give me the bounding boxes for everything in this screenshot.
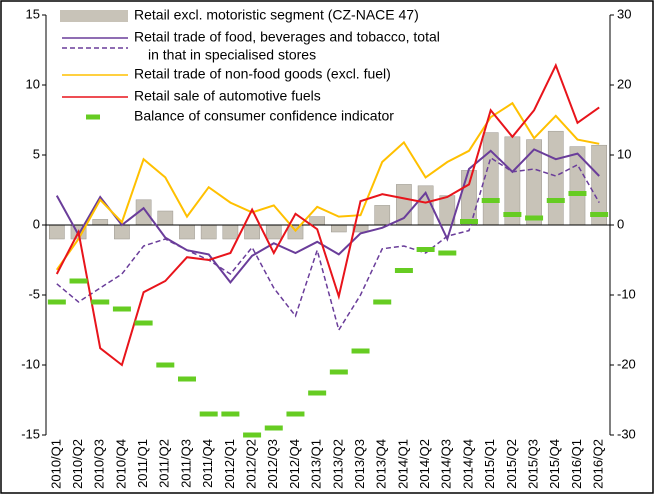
y-tick-label: 15 [26,6,40,21]
series-line [55,101,600,271]
bar [114,224,130,240]
y-tick-label: 10 [26,76,40,91]
x-tick-label: 2012/Q2 [244,439,259,489]
bar [547,130,564,226]
y2-tick-label: -30 [617,426,636,441]
bar [265,224,282,240]
legend-label: in that in specialised stores [148,47,316,63]
y2-tick-label: 30 [617,6,631,21]
y2-tick-label: -10 [617,286,636,301]
legend: Retail excl. motoristic segment (CZ-NACE… [60,7,440,124]
x-tick-label: 2011/Q2 [157,439,172,488]
x-tick-label: 2016/Q2 [591,439,606,489]
y-tick-label: 0 [33,216,40,231]
bar [222,224,239,240]
bar [331,224,347,233]
x-tick-label: 2011/Q3 [178,439,193,488]
x-tick-label: 2013/Q4 [374,439,389,489]
x-tick-label: 2010/Q1 [48,439,63,489]
x-tick-label: 2010/Q3 [92,439,107,489]
bar [200,224,217,240]
x-tick-label: 2015/Q3 [526,439,541,489]
legend-swatch [60,10,128,22]
x-tick-label: 2012/Q3 [265,439,280,489]
series-line [55,62,600,367]
legend-label: Retail sale of automotive fuels [134,88,321,104]
y2-tick-label: 0 [617,216,624,231]
y2-tick-label: 10 [617,146,631,161]
bar [49,224,65,240]
legend-label: Balance of consumer confidence indicator [134,108,394,124]
x-tick-label: 2014/Q3 [439,439,454,489]
legend-label: Retail trade of non-food goods (excl. fu… [134,66,391,82]
bar [374,205,391,226]
x-tick-label: 2015/Q2 [504,439,519,489]
bar [461,170,477,226]
bar [309,216,325,226]
bar [482,132,499,226]
x-tick-label: 2013/Q1 [309,439,324,489]
x-tick-label: 2011/Q1 [135,439,150,488]
legend-label: Retail trade of food, beverages and toba… [134,29,440,45]
x-tick-label: 2014/Q4 [460,439,475,489]
x-tick-label: 2015/Q1 [482,439,497,489]
y-tick-label: 5 [33,146,40,161]
x-tick-label: 2013/Q3 [352,439,367,489]
series-line [56,156,600,332]
bar [157,210,174,226]
bar [504,136,521,226]
bar [244,224,260,240]
y-tick-label: -10 [21,356,40,371]
x-tick-label: 2012/Q4 [287,439,302,489]
x-tick-label: 2014/Q2 [417,439,432,489]
x-tick-label: 2014/Q1 [395,439,410,489]
legend-label: Retail excl. motoristic segment (CZ-NACE… [134,7,419,23]
series-line [55,148,600,285]
x-tick-label: 2012/Q1 [222,439,237,489]
bar [179,224,195,240]
y-tick-label: -5 [28,286,40,301]
x-tick-label: 2015/Q4 [547,439,562,489]
x-tick-label: 2013/Q2 [330,439,345,489]
y-tick-label: -15 [21,426,40,441]
y2-tick-label: 20 [617,76,631,91]
x-tick-label: 2016/Q1 [569,439,584,489]
bar [92,219,109,226]
x-tick-label: 2010/Q2 [70,439,85,489]
x-tick-label: 2011/Q4 [200,439,215,488]
x-tick-label: 2010/Q4 [113,439,128,489]
y2-tick-label: -20 [617,356,636,371]
